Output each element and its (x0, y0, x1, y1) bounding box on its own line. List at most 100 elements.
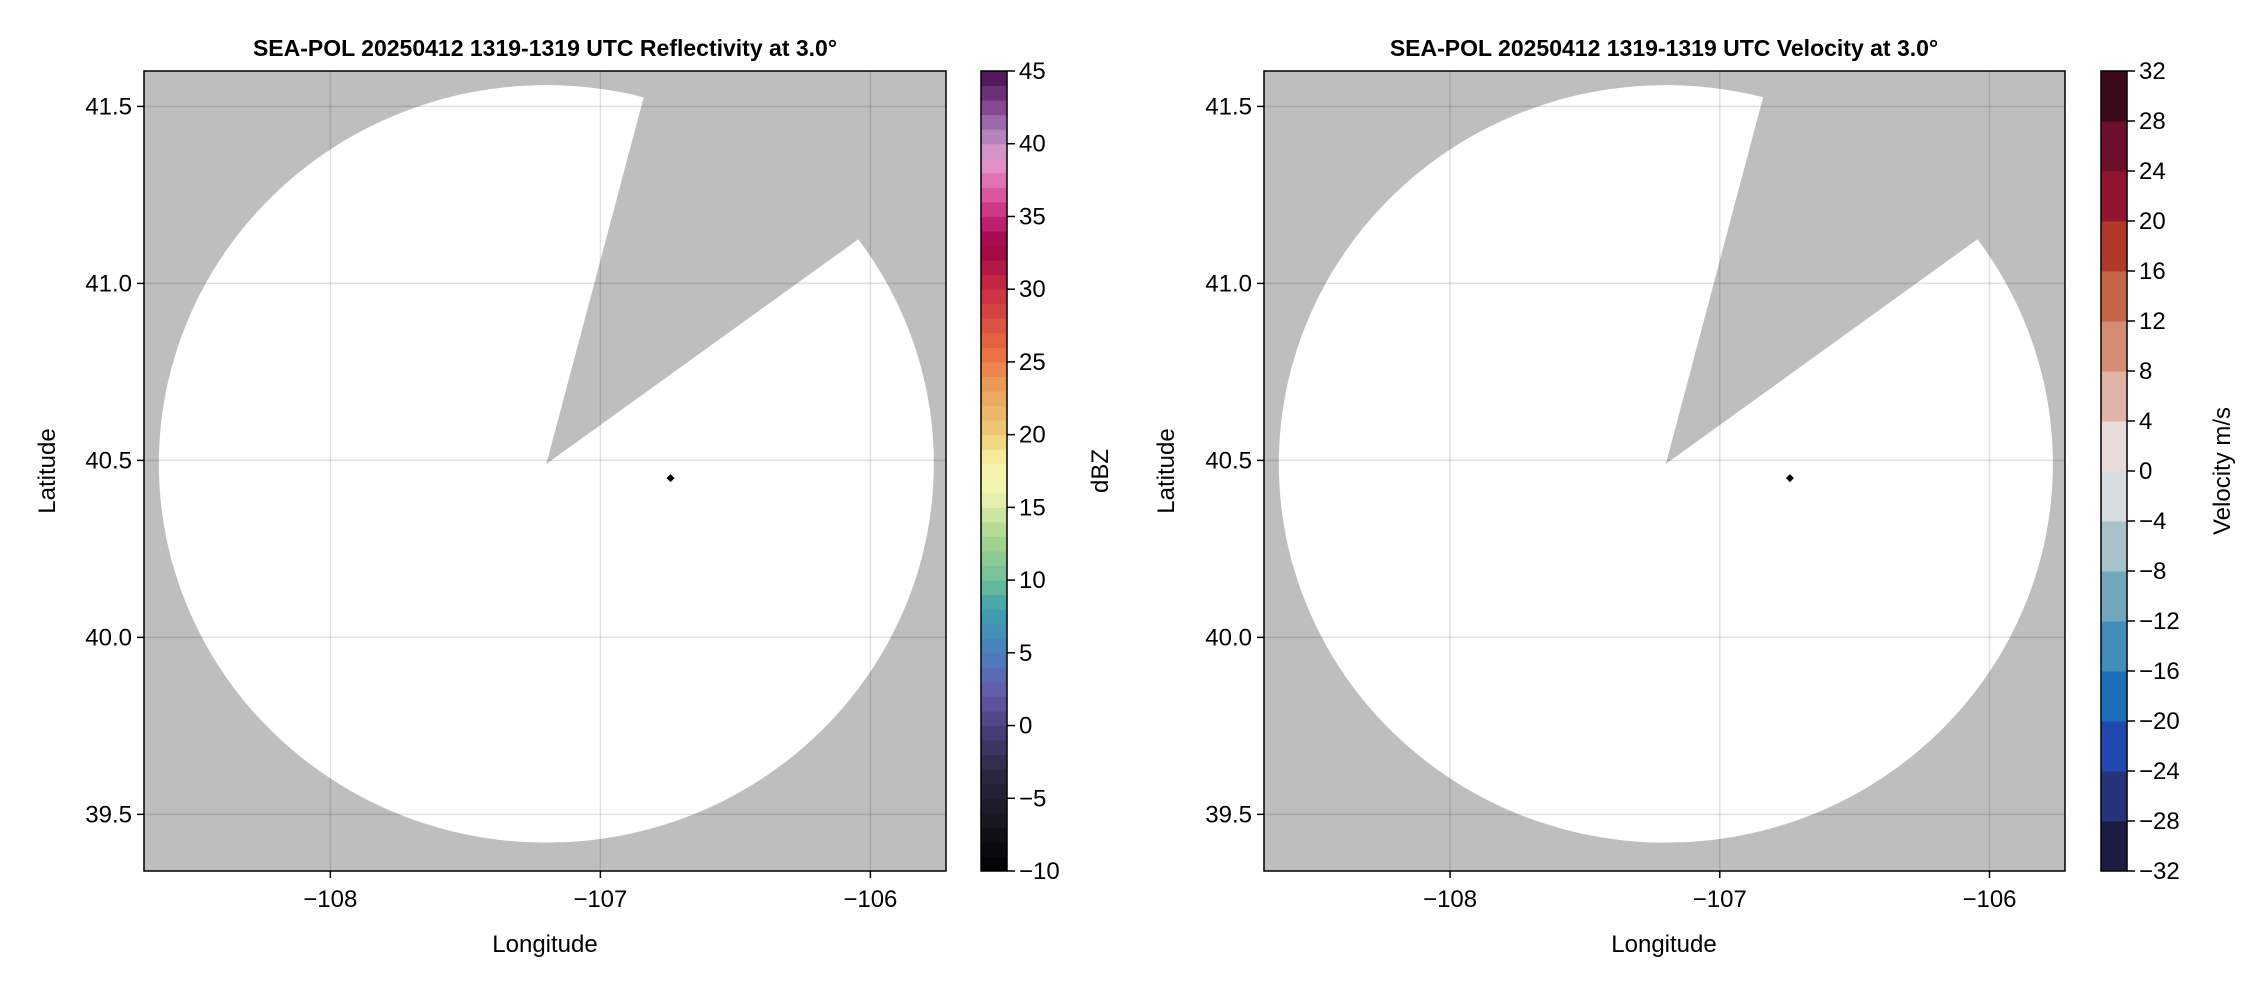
reflectivity-colorbar-band (981, 449, 1007, 465)
velocity-colorbar-band (2101, 221, 2127, 272)
reflectivity-x-tick-label: −106 (843, 886, 897, 913)
reflectivity-colorbar-tick-label: 20 (1019, 422, 1046, 449)
reflectivity-x-tick-label: −108 (303, 886, 357, 913)
reflectivity-colorbar-band (981, 420, 1007, 436)
reflectivity-y-tick-label: 40.5 (85, 447, 132, 474)
reflectivity-colorbar-band (981, 594, 1007, 610)
reflectivity-plot-area (144, 71, 946, 871)
reflectivity-colorbar-band (981, 696, 1007, 712)
reflectivity-colorbar-band (981, 187, 1007, 203)
velocity-colorbar-tick-label: −20 (2139, 708, 2180, 735)
reflectivity-colorbar-frame (980, 70, 1008, 872)
reflectivity-colorbar-tick-label: 0 (1019, 713, 1032, 740)
velocity-plot-area (1264, 71, 2065, 871)
reflectivity-colorbar-band (981, 638, 1007, 654)
velocity-colorbar-tick-label: 16 (2139, 258, 2166, 285)
velocity-colorbar-tick-label: 0 (2139, 458, 2152, 485)
reflectivity-colorbar-band (981, 274, 1007, 290)
reflectivity-colorbar-band (981, 391, 1007, 407)
velocity-colorbar-tick-label: −32 (2139, 858, 2180, 885)
velocity-colorbar-tick-label: −8 (2139, 558, 2166, 585)
reflectivity-colorbar-band (981, 536, 1007, 552)
velocity-colorbar-band (2101, 421, 2127, 472)
velocity-colorbar-tick-label: −28 (2139, 808, 2180, 835)
reflectivity-colorbar-tick-label: 35 (1019, 203, 1046, 230)
reflectivity-colorbar-band (981, 812, 1007, 828)
reflectivity-colorbar-tick-label: 5 (1019, 640, 1032, 667)
reflectivity-colorbar-band (981, 681, 1007, 697)
velocity-colorbar-band (2101, 671, 2127, 722)
velocity-colorbar-band (2101, 521, 2127, 572)
velocity-colorbar-tick-label: 12 (2139, 308, 2166, 335)
reflectivity-colorbar-band (981, 521, 1007, 537)
reflectivity-colorbar-tick-label: 40 (1019, 131, 1046, 158)
reflectivity-colorbar-band (981, 827, 1007, 843)
reflectivity-colorbar-band (981, 172, 1007, 188)
reflectivity-colorbar-band (981, 347, 1007, 363)
reflectivity-colorbar-band (981, 143, 1007, 159)
reflectivity-colorbar-band (981, 100, 1007, 116)
reflectivity-colorbar-band (981, 289, 1007, 305)
velocity-colorbar-tick-label: −16 (2139, 658, 2180, 685)
velocity-colorbar-band (2101, 821, 2127, 872)
reflectivity-title: SEA-POL 20250412 1319-1319 UTC Reflectiv… (253, 35, 837, 61)
reflectivity-colorbar-band (981, 856, 1007, 872)
velocity-colorbar-band (2101, 371, 2127, 422)
velocity-axes-frame (1263, 70, 2066, 872)
reflectivity-y-tick-label: 40.0 (85, 624, 132, 651)
velocity-blank-sector (1665, 71, 2065, 464)
reflectivity-colorbar-band (981, 158, 1007, 174)
velocity-ylabel: Latitude (1153, 428, 1180, 513)
reflectivity-colorbar-band (981, 507, 1007, 523)
reflectivity-colorbar-band (981, 798, 1007, 814)
reflectivity-colorbar-tick-label: 10 (1019, 567, 1046, 594)
reflectivity-colorbar-band (981, 260, 1007, 276)
reflectivity-colorbar-band (981, 361, 1007, 377)
reflectivity-colorbar-band (981, 71, 1007, 87)
reflectivity-colorbar-band (981, 201, 1007, 217)
velocity-colorbar-label: Velocity m/s (2209, 407, 2236, 535)
velocity-colorbar-band (2101, 571, 2127, 622)
velocity-colorbar-band (2101, 171, 2127, 222)
reflectivity-colorbar-band (981, 318, 1007, 334)
reflectivity-colorbar-band (981, 652, 1007, 668)
reflectivity-colorbar-band (981, 231, 1007, 247)
reflectivity-colorbar-band (981, 725, 1007, 741)
velocity-xlabel: Longitude (1611, 931, 1716, 958)
reflectivity-colorbar-band (981, 841, 1007, 857)
velocity-x-tick-label: −106 (1962, 886, 2016, 913)
reflectivity-colorbar-band (981, 216, 1007, 232)
velocity-colorbar-tick-label: 32 (2139, 58, 2166, 85)
reflectivity-colorbar-band (981, 478, 1007, 494)
velocity-y-tick-label: 40.0 (1205, 624, 1252, 651)
velocity-colorbar-tick-label: 24 (2139, 158, 2166, 185)
reflectivity-colorbar-band (981, 769, 1007, 785)
velocity-colorbar-band (2101, 471, 2127, 522)
velocity-x-tick-label: −108 (1423, 886, 1477, 913)
reflectivity-colorbar-band (981, 551, 1007, 567)
reflectivity-colorbar-band (981, 405, 1007, 421)
reflectivity-colorbar-tick-label: 15 (1019, 494, 1046, 521)
reflectivity-x-tick-label: −107 (573, 886, 627, 913)
reflectivity-colorbar-band (981, 754, 1007, 770)
reflectivity-colorbar-tick-label: −5 (1019, 785, 1046, 812)
velocity-colorbar-tick-label: 4 (2139, 408, 2152, 435)
velocity-y-tick-label: 41.5 (1205, 93, 1252, 120)
reflectivity-axes-frame (143, 70, 947, 872)
reflectivity-colorbar-band (981, 580, 1007, 596)
velocity-colorbar-tick-label: 8 (2139, 358, 2152, 385)
reflectivity-colorbar-band (981, 114, 1007, 130)
reflectivity-colorbar-band (981, 129, 1007, 145)
velocity-colorbar-band (2101, 71, 2127, 122)
velocity-colorbar-band (2101, 121, 2127, 172)
velocity-colorbar-tick-label: 20 (2139, 208, 2166, 235)
velocity-x-tick-label: −107 (1693, 886, 1747, 913)
reflectivity-colorbar-label: dBZ (1087, 449, 1114, 493)
reflectivity-colorbar-band (981, 332, 1007, 348)
reflectivity-ylabel: Latitude (34, 428, 61, 513)
reflectivity-colorbar-band (981, 623, 1007, 639)
velocity-colorbar-tick-label: 28 (2139, 108, 2166, 135)
reflectivity-colorbar-band (981, 434, 1007, 450)
velocity-colorbar-band (2101, 271, 2127, 322)
